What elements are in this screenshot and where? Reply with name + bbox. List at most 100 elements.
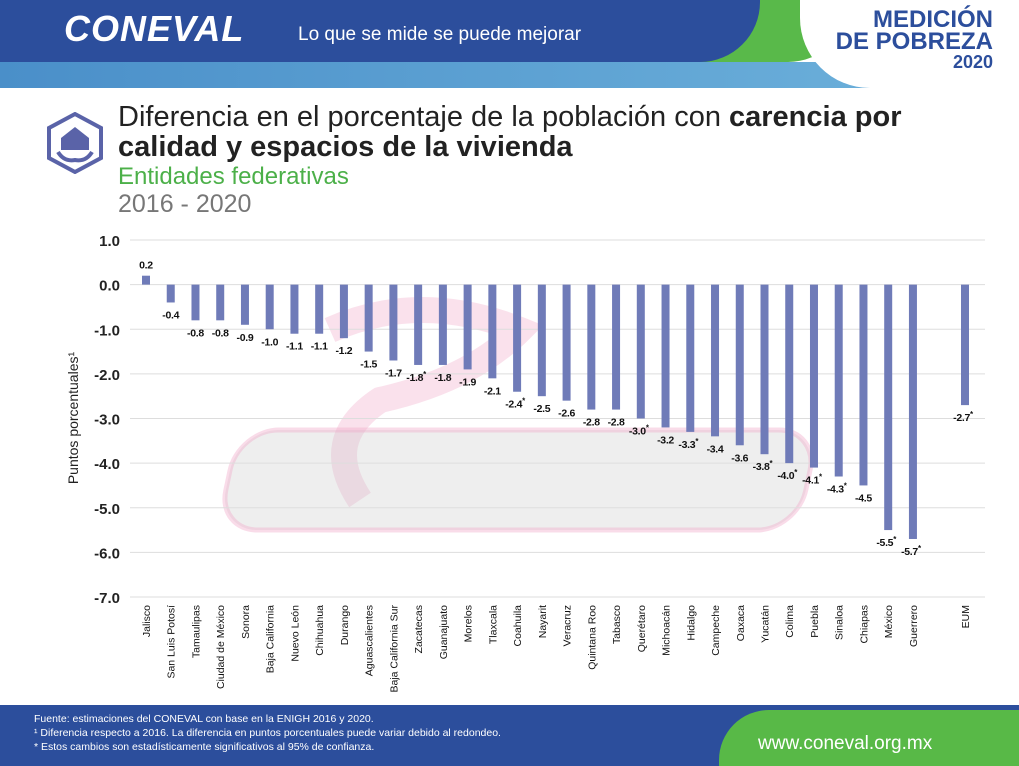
y-tick-label: -2.0 xyxy=(94,367,120,384)
data-label-value: -0.9 xyxy=(237,332,254,344)
bar xyxy=(587,284,596,410)
data-label: -4.5 xyxy=(855,492,872,504)
data-label-value: -4.5 xyxy=(855,492,872,504)
data-label-value: -3.6 xyxy=(731,452,748,464)
coneval-logo: CONEVAL xyxy=(64,8,245,49)
x-tick-label: Oaxaca xyxy=(735,605,747,641)
bar xyxy=(438,284,447,365)
watermark-shape xyxy=(222,427,814,533)
bar xyxy=(166,284,175,303)
data-label: -2.7* xyxy=(953,410,974,424)
bar xyxy=(562,284,571,401)
data-label-value: -3.4 xyxy=(707,443,724,455)
bar xyxy=(315,284,324,334)
medicion-pobreza-badge: MEDICIÓN DE POBREZA 2020 xyxy=(835,8,993,72)
data-label-value: -1.1 xyxy=(311,341,328,353)
bar xyxy=(686,284,695,432)
data-label-value: -1.8 xyxy=(434,372,451,384)
data-label: -3.3* xyxy=(678,437,699,451)
data-label-value: -5.5 xyxy=(876,537,893,549)
data-label-value: -1.5 xyxy=(360,359,377,371)
x-tick-label: Aguascalientes xyxy=(364,605,376,676)
data-label: -3.2 xyxy=(657,434,674,446)
data-label-value: -1.0 xyxy=(261,336,278,348)
data-label: -2.5 xyxy=(533,403,550,415)
x-tick-label: Tabasco xyxy=(611,605,623,644)
data-label-value: -2.8 xyxy=(608,417,625,429)
x-tick-label: Querétaro xyxy=(636,605,648,652)
x-tick-label: San Luis Potosí xyxy=(166,605,178,679)
x-tick-label: Durango xyxy=(339,605,351,645)
title-block: Diferencia en el porcentaje de la poblac… xyxy=(118,102,968,218)
data-label: -2.8 xyxy=(583,417,600,429)
data-label-value: -5.7 xyxy=(901,546,918,558)
bar xyxy=(537,284,546,397)
bar xyxy=(859,284,868,486)
significance-asterisk: * xyxy=(970,410,974,419)
data-label: -0.4 xyxy=(162,309,179,321)
data-label-value: -1.9 xyxy=(459,376,476,388)
x-tick-label: Morelos xyxy=(463,605,475,642)
title-part1: Diferencia en el porcentaje de la poblac… xyxy=(118,101,730,133)
header: CONEVAL Lo que se mide se puede mejorar … xyxy=(0,0,1019,90)
header-band xyxy=(0,0,760,62)
x-tick-label: Nayarit xyxy=(537,605,549,638)
data-label-value: -2.4 xyxy=(505,399,522,411)
x-tick-label: Jalisco xyxy=(141,605,153,637)
data-label: -4.1* xyxy=(802,473,823,487)
data-label-value: -4.1 xyxy=(802,475,819,487)
data-label: -2.8 xyxy=(608,417,625,429)
data-label-value: -2.6 xyxy=(558,408,575,420)
x-tick-label: Michoacán xyxy=(661,605,673,656)
watermark-shape xyxy=(324,297,544,508)
data-label-value: -3.2 xyxy=(657,434,674,446)
bar xyxy=(612,284,621,410)
x-tick-label: Chiapas xyxy=(858,605,870,644)
x-tick-label: Baja California xyxy=(265,605,277,673)
x-tick-label: México xyxy=(883,605,895,638)
data-label-value: -0.8 xyxy=(187,327,204,339)
y-tick-label: -6.0 xyxy=(94,545,120,562)
x-tick-label: Tlaxcala xyxy=(487,605,499,644)
bar xyxy=(463,284,472,370)
data-label: -2.6 xyxy=(558,408,575,420)
bar xyxy=(488,284,497,379)
significance-asterisk: * xyxy=(770,459,774,468)
data-label: -1.9 xyxy=(459,376,476,388)
data-label: -2.4* xyxy=(505,397,526,411)
y-tick-label: 0.0 xyxy=(99,278,120,295)
x-tick-label: Puebla xyxy=(809,605,821,638)
footer-notes: Fuente: estimaciones del CONEVAL con bas… xyxy=(34,712,501,754)
data-label: -0.8 xyxy=(212,327,229,339)
data-label-value: -3.0 xyxy=(629,426,646,438)
x-tick-label: Baja California Sur xyxy=(388,605,400,693)
housing-icon xyxy=(47,112,103,174)
significance-asterisk: * xyxy=(794,468,798,477)
badge-line2: DE POBREZA xyxy=(835,28,993,55)
bar xyxy=(735,284,744,446)
bar xyxy=(809,284,818,468)
data-label: -5.5* xyxy=(876,535,897,549)
bar xyxy=(785,284,794,464)
footer-green-accent xyxy=(719,710,1019,766)
y-tick-label: -1.0 xyxy=(94,322,120,339)
data-label: -1.0 xyxy=(261,336,278,348)
bar xyxy=(364,284,373,352)
data-label-value: -1.8 xyxy=(406,372,423,384)
bar xyxy=(142,275,150,285)
y-axis-label: Puntos porcentuales¹ xyxy=(65,352,81,485)
data-label-value: -3.3 xyxy=(678,439,695,451)
data-label-value: -4.3 xyxy=(827,484,844,496)
bar xyxy=(711,284,720,437)
x-tick-label: Sonora xyxy=(240,605,252,639)
data-label-value: -0.4 xyxy=(162,309,179,321)
website-link[interactable]: www.coneval.org.mx xyxy=(758,733,933,754)
bar xyxy=(191,284,200,321)
x-tick-label: Veracruz xyxy=(562,605,574,646)
x-tick-label: Tamaulipas xyxy=(190,605,202,658)
significance-asterisk: * xyxy=(819,473,823,482)
data-label: -4.3* xyxy=(827,482,848,496)
bar xyxy=(908,284,917,539)
data-label: -1.8 xyxy=(434,372,451,384)
data-label-value: -2.7 xyxy=(953,412,970,424)
